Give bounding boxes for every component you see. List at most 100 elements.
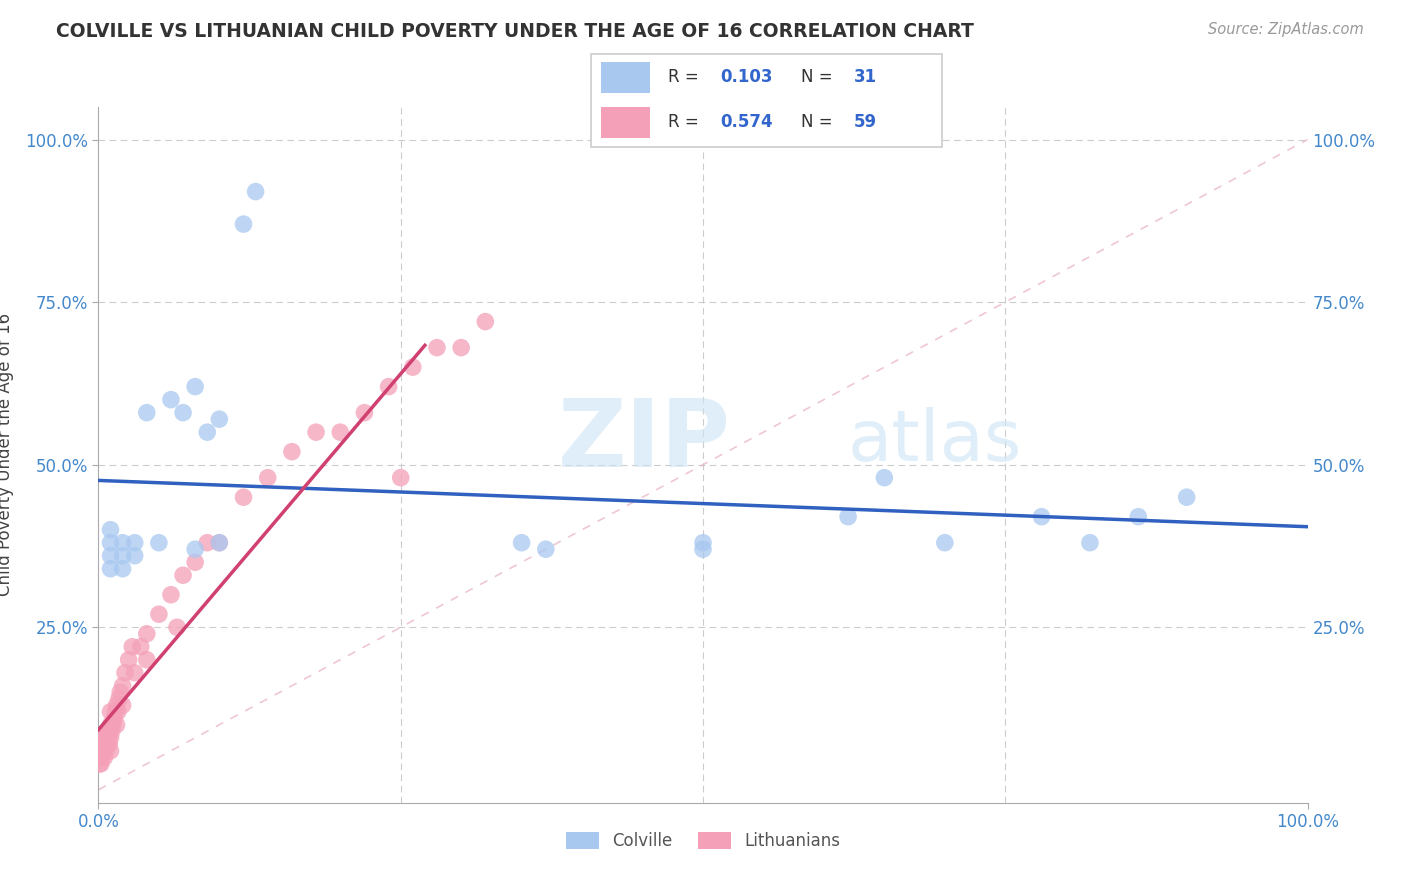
Point — [208, 535, 231, 549]
Point — [1175, 490, 1198, 504]
Point — [105, 718, 128, 732]
Point — [160, 392, 183, 407]
Point — [98, 737, 121, 751]
Point — [402, 360, 425, 375]
Point — [172, 406, 194, 420]
Point — [124, 535, 146, 549]
Point — [118, 653, 141, 667]
Point — [256, 471, 278, 485]
FancyBboxPatch shape — [591, 54, 942, 147]
Text: 59: 59 — [853, 113, 877, 131]
Point — [281, 444, 304, 458]
Point — [111, 535, 134, 549]
Point — [1078, 535, 1101, 549]
Point — [1031, 509, 1053, 524]
Point — [534, 542, 557, 557]
Point — [96, 724, 118, 739]
Text: N =: N = — [801, 113, 838, 131]
Text: Source: ZipAtlas.com: Source: ZipAtlas.com — [1208, 22, 1364, 37]
Point — [111, 562, 134, 576]
FancyBboxPatch shape — [602, 107, 650, 138]
Point — [166, 620, 188, 634]
Point — [97, 724, 120, 739]
Text: 0.103: 0.103 — [720, 69, 773, 87]
Point — [94, 731, 117, 745]
Point — [94, 744, 117, 758]
Point — [692, 542, 714, 557]
Point — [160, 588, 183, 602]
Point — [101, 718, 124, 732]
Point — [148, 535, 170, 549]
Text: COLVILLE VS LITHUANIAN CHILD POVERTY UNDER THE AGE OF 16 CORRELATION CHART: COLVILLE VS LITHUANIAN CHILD POVERTY UND… — [56, 22, 974, 41]
Point — [195, 425, 218, 439]
Point — [107, 705, 129, 719]
Point — [90, 750, 112, 764]
Point — [103, 711, 125, 725]
Point — [148, 607, 170, 622]
Point — [111, 698, 134, 713]
Point — [97, 731, 120, 745]
Point — [124, 549, 146, 563]
Point — [108, 685, 131, 699]
Text: N =: N = — [801, 69, 838, 87]
Point — [98, 724, 121, 739]
Point — [377, 379, 399, 393]
Point — [1128, 509, 1150, 524]
Point — [305, 425, 328, 439]
Point — [208, 412, 231, 426]
Point — [100, 562, 122, 576]
Point — [91, 744, 114, 758]
Point — [692, 535, 714, 549]
Point — [837, 509, 859, 524]
Point — [184, 542, 207, 557]
Point — [100, 705, 122, 719]
FancyBboxPatch shape — [602, 62, 650, 93]
Point — [510, 535, 533, 549]
Point — [91, 737, 114, 751]
Point — [389, 471, 412, 485]
Point — [91, 750, 114, 764]
Point — [934, 535, 956, 549]
Point — [124, 665, 146, 680]
Point — [93, 731, 115, 745]
Point — [135, 626, 157, 640]
Y-axis label: Child Poverty Under the Age of 16: Child Poverty Under the Age of 16 — [0, 313, 14, 597]
Point — [129, 640, 152, 654]
Point — [100, 724, 122, 739]
Point — [450, 341, 472, 355]
Point — [195, 535, 218, 549]
Point — [114, 665, 136, 680]
Point — [93, 750, 115, 764]
Text: R =: R = — [668, 113, 704, 131]
Point — [90, 756, 112, 771]
Text: 0.574: 0.574 — [720, 113, 773, 131]
Point — [100, 535, 122, 549]
Point — [135, 406, 157, 420]
Point — [100, 744, 122, 758]
Point — [426, 341, 449, 355]
Point — [100, 523, 122, 537]
Point — [91, 744, 114, 758]
Point — [474, 315, 496, 329]
Point — [184, 555, 207, 569]
Text: 31: 31 — [853, 69, 877, 87]
Point — [100, 718, 122, 732]
Text: atlas: atlas — [848, 407, 1022, 475]
Point — [121, 640, 143, 654]
Point — [232, 490, 254, 504]
Point — [184, 379, 207, 393]
Point — [93, 737, 115, 751]
Point — [111, 549, 134, 563]
Point — [245, 185, 267, 199]
Point — [105, 698, 128, 713]
Point — [172, 568, 194, 582]
Point — [873, 471, 896, 485]
Point — [104, 705, 127, 719]
Text: ZIP: ZIP — [558, 395, 731, 487]
Legend: Colville, Lithuanians: Colville, Lithuanians — [560, 826, 846, 857]
Point — [89, 756, 111, 771]
Point — [353, 406, 375, 420]
Point — [100, 549, 122, 563]
Point — [232, 217, 254, 231]
Point — [111, 679, 134, 693]
